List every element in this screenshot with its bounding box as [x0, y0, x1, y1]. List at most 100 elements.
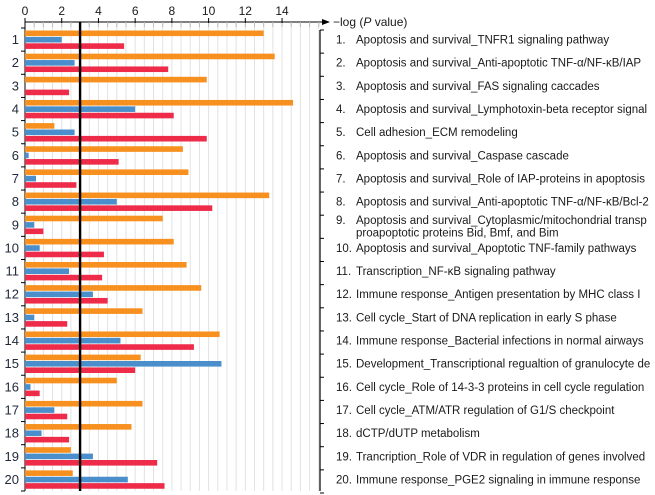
- bar-red-row-10: [25, 251, 104, 258]
- row-number-label: 20: [5, 472, 19, 487]
- category-label-continued: proapoptotic proteins Bid, Bmf, and Bim: [356, 227, 559, 239]
- category-number: 14.: [336, 336, 352, 348]
- bar-red-row-14: [25, 344, 194, 350]
- category-number: 19.: [336, 451, 352, 463]
- bar-orange-row-3: [25, 76, 207, 83]
- bar-red-row-9: [25, 228, 44, 235]
- bar-red-row-8: [25, 205, 213, 211]
- x-tick-label: 2: [58, 4, 65, 18]
- row-number-label: 16: [5, 379, 19, 394]
- bar-red-row-19: [25, 460, 158, 466]
- row-number-label: 5: [12, 125, 19, 140]
- bar-red-row-6: [25, 159, 119, 165]
- category-label: Apoptosis and survival_Lymphotoxin-beta …: [356, 104, 647, 116]
- bar-red-row-3: [25, 89, 70, 96]
- category-label: Apoptosis and survival_FAS signaling cac…: [356, 81, 600, 93]
- bar-red-row-18: [25, 436, 70, 443]
- x-tick-label: 14: [275, 4, 289, 18]
- row-number-label: 11: [6, 264, 20, 279]
- row-number-label: 8: [12, 194, 19, 209]
- bar-orange-row-16: [25, 377, 117, 384]
- x-tick-label: 10: [202, 4, 216, 18]
- bar-orange-row-1: [25, 30, 264, 37]
- bar-red-row-12: [25, 297, 108, 304]
- bar-blue-row-7: [25, 175, 37, 182]
- bar-blue-row-12: [25, 291, 93, 298]
- bar-red-row-2: [25, 66, 169, 73]
- bar-red-row-20: [25, 483, 165, 489]
- row-number-label: 2: [12, 55, 19, 70]
- row-number-label: 12: [5, 287, 19, 302]
- row-number-label: 10: [5, 240, 19, 255]
- category-number: 15.: [336, 359, 352, 371]
- bar-orange-row-12: [25, 285, 202, 291]
- row-number-label: 18: [5, 426, 19, 441]
- row-number-label: 4: [12, 102, 19, 117]
- category-label: Apoptosis and survival_TNFR1 signaling p…: [356, 35, 609, 47]
- category-number: 20.: [336, 474, 352, 486]
- bar-blue-row-8: [25, 198, 117, 205]
- bar-red-row-4: [25, 112, 174, 119]
- category-number: 13.: [336, 312, 352, 324]
- bar-orange-row-2: [25, 53, 275, 60]
- bar-blue-row-14: [25, 337, 121, 344]
- category-number: 5.: [336, 127, 346, 139]
- category-number: 9.: [336, 215, 346, 227]
- row-number-label: 3: [12, 78, 19, 93]
- bar-red-row-5: [25, 135, 207, 142]
- category-number: 4.: [336, 104, 346, 116]
- category-label: Apoptosis and survival_Role of IAP-prote…: [356, 173, 645, 185]
- row-number-label: 9: [12, 217, 19, 232]
- category-number: 18.: [336, 428, 352, 440]
- bar-orange-row-5: [25, 123, 55, 129]
- row-number-label: 13: [5, 310, 19, 325]
- row-number-label: 15: [5, 356, 19, 371]
- category-label: Immune response_PGE2 signaling in immune…: [356, 474, 640, 486]
- category-label: Apoptosis and survival_Anti-apoptotic TN…: [356, 197, 649, 209]
- category-label: Apoptosis and survival_Anti-apoptotic TN…: [356, 58, 641, 70]
- bar-red-row-1: [25, 43, 125, 49]
- x-axis-title: −log (P value): [333, 15, 407, 29]
- x-tick-label: 12: [239, 4, 253, 18]
- bar-orange-row-8: [25, 192, 270, 199]
- bar-orange-row-14: [25, 331, 220, 338]
- bar-orange-row-7: [25, 169, 189, 175]
- x-tick-label: 8: [169, 4, 176, 18]
- category-label: Apoptosis and survival_Caspase cascade: [356, 150, 569, 162]
- bar-blue-row-20: [25, 476, 128, 483]
- bar-blue-row-19: [25, 453, 93, 460]
- bar-orange-row-10: [25, 238, 174, 245]
- category-label: Trancription_Role of VDR in regulation o…: [356, 451, 645, 463]
- row-number-label: 17: [5, 402, 19, 417]
- bar-blue-row-17: [25, 407, 55, 413]
- x-axis-arrow-icon: [322, 19, 330, 25]
- bar-blue-row-15: [25, 361, 222, 367]
- category-number: 2.: [336, 58, 346, 70]
- category-label: Apoptosis and survival_Cytoplasmic/mitoc…: [356, 215, 647, 227]
- x-tick-label: 4: [95, 4, 102, 18]
- row-number-label: 1: [12, 32, 19, 47]
- category-number: 17.: [336, 405, 352, 417]
- category-label: Immune response_Antigen presentation by …: [356, 289, 640, 301]
- category-label: Apoptosis and survival_Apoptotic TNF-fam…: [356, 243, 637, 255]
- row-number-label: 14: [5, 333, 19, 348]
- category-number: 7.: [336, 173, 346, 185]
- bar-red-row-11: [25, 274, 103, 281]
- bar-blue-row-18: [25, 430, 42, 437]
- category-label: dCTP/dUTP metabolism: [356, 428, 480, 440]
- row-number-label: 19: [5, 449, 19, 464]
- bar-orange-row-4: [25, 99, 294, 106]
- category-number: 1.: [336, 35, 346, 47]
- category-label: Cell cycle_Start of DNA replication in e…: [356, 312, 617, 324]
- bar-blue-row-1: [25, 36, 62, 43]
- category-label: Cell adhesion_ECM remodeling: [356, 127, 518, 139]
- bar-orange-row-15: [25, 354, 141, 361]
- bar-blue-row-2: [25, 60, 75, 66]
- category-label: Cell cycle_ATM/ATR regulation of G1/S ch…: [356, 405, 615, 417]
- bar-orange-row-13: [25, 308, 143, 314]
- bar-blue-row-5: [25, 129, 75, 136]
- category-label: Development_Transcriptional regualtion o…: [356, 359, 650, 371]
- x-tick-label: 0: [22, 4, 29, 18]
- category-number: 3.: [336, 81, 346, 93]
